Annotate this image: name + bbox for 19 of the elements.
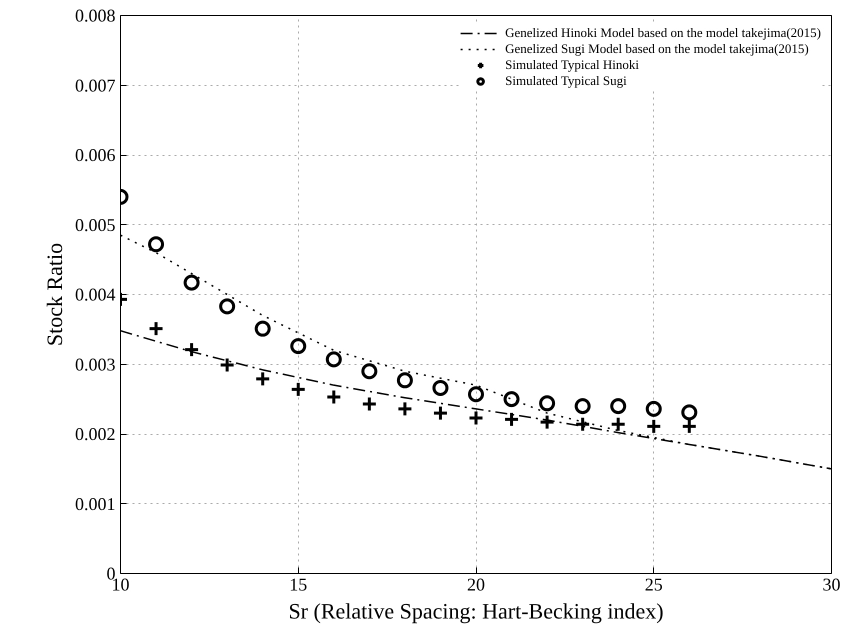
x-tick-label: 25 xyxy=(644,574,663,594)
x-axis-title: Sr (Relative Spacing: Hart-Becking index) xyxy=(288,598,664,624)
y-tick-label: 0.008 xyxy=(75,6,116,26)
x-tick-label: 30 xyxy=(822,574,840,594)
y-axis-title: Stock Ratio xyxy=(42,242,67,346)
y-tick-label: 0.005 xyxy=(75,214,116,235)
y-tick-label: 0.007 xyxy=(75,75,116,96)
x-tick-label: 15 xyxy=(289,574,308,594)
legend-label: Simulated Typical Sugi xyxy=(505,73,627,89)
legend-label: Genelized Hinoki Model based on the model takejima(2015) xyxy=(505,25,821,41)
y-tick-label: 0.003 xyxy=(75,354,116,374)
legend-label: Simulated Typical Hinoki xyxy=(505,57,640,73)
y-tick-label: 0.002 xyxy=(75,424,116,444)
legend-label: Genelized Sugi Model based on the model takejima(2015) xyxy=(505,41,809,57)
y-tick-label: 0.006 xyxy=(75,145,116,165)
y-tick-label: 0.001 xyxy=(75,494,116,514)
y-tick-label: 0 xyxy=(106,564,116,584)
y-tick-label: 0.004 xyxy=(75,284,116,304)
x-tick-label: 20 xyxy=(467,574,485,594)
